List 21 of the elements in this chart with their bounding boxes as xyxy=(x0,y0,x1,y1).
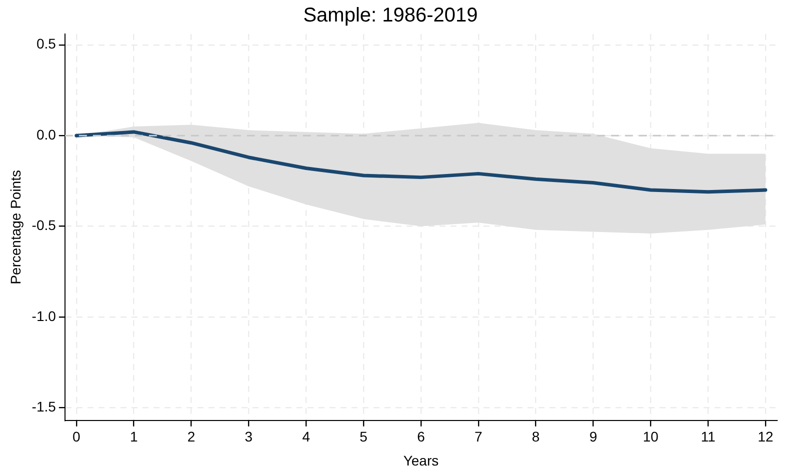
y-axis-title: Percentage Points xyxy=(7,170,24,284)
chart-title: Sample: 1986-2019 xyxy=(303,4,478,27)
x-tick-label: 12 xyxy=(758,428,774,445)
x-tick-label: 9 xyxy=(589,428,598,445)
y-tick-label: 0.0 xyxy=(36,126,56,142)
x-tick-label: 4 xyxy=(302,428,310,445)
x-tick-label: 7 xyxy=(474,428,482,445)
x-tick-label: 0 xyxy=(72,428,81,445)
x-tick-label: 2 xyxy=(187,428,196,445)
x-tick-label: 10 xyxy=(642,428,659,445)
x-axis-title: Years xyxy=(403,452,439,468)
x-tick-label: 5 xyxy=(360,428,368,445)
x-tick-label: 11 xyxy=(700,428,716,445)
x-tick-label: 8 xyxy=(532,428,540,445)
x-tick-label: 1 xyxy=(130,428,138,445)
y-tick-label: -1.5 xyxy=(32,398,56,415)
x-tick-label: 6 xyxy=(417,428,426,445)
y-tick-label: 0.5 xyxy=(36,36,56,52)
y-tick-label: -0.5 xyxy=(32,217,56,234)
y-tick-label: -1.0 xyxy=(32,308,56,324)
x-tick-label: 3 xyxy=(244,428,253,445)
